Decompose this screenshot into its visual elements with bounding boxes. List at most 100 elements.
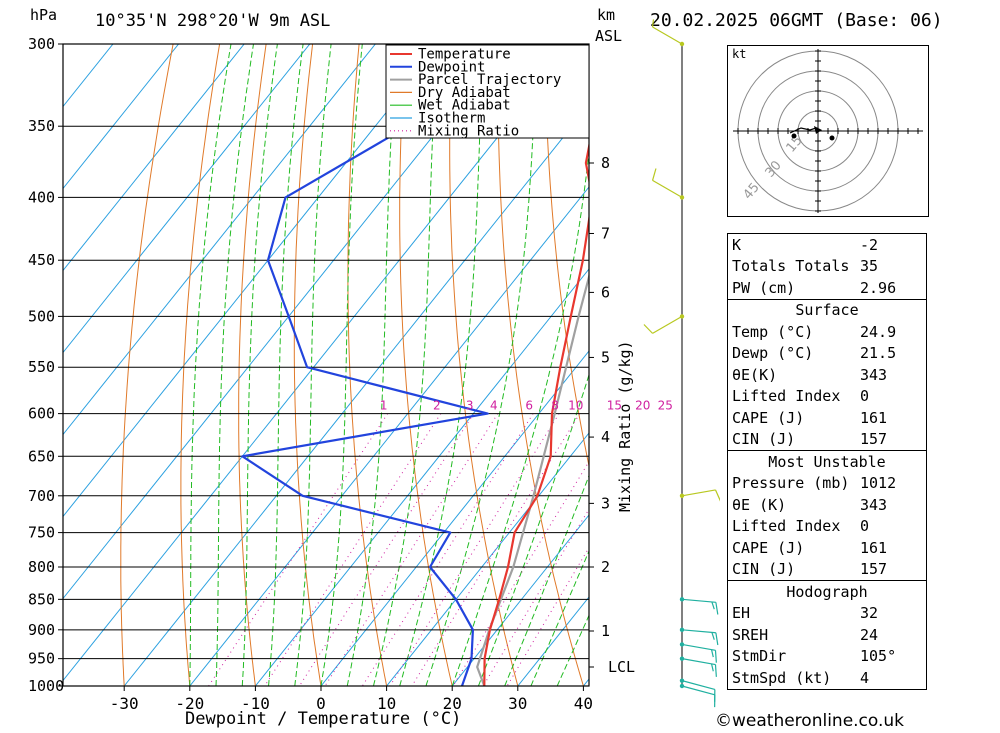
surface-row-label: Dewp (°C)	[732, 344, 814, 363]
wind-barb-shaft	[681, 629, 716, 634]
altitude-tick-label: 4	[601, 428, 610, 446]
pw-label: PW (cm)	[732, 278, 796, 297]
mixing-ratio-label: 3	[466, 399, 474, 413]
temperature-tick-label: 10	[377, 694, 396, 713]
legend-label: Isotherm	[418, 111, 485, 127]
isotherm-line	[63, 44, 573, 682]
isotherm-line	[386, 432, 589, 686]
pressure-tick-label: 1000	[28, 677, 64, 695]
dewpoint-line	[241, 44, 489, 686]
surface-row-label: θE(K)	[732, 365, 778, 384]
hodograph-trace	[789, 127, 817, 134]
surface-row-value: 343	[860, 365, 888, 384]
wind-barb-shaft	[652, 179, 683, 198]
isotherm-line	[63, 44, 311, 354]
pressure-tick-label: 600	[28, 405, 55, 423]
temperature-tick-label: -20	[175, 694, 204, 713]
pressure-tick-label: 800	[28, 558, 55, 576]
most-unstable-row-value: 161	[860, 538, 888, 557]
mixing-ratio-axis-title: Mixing Ratio (g/kg)	[616, 340, 634, 512]
wind-barb-shaft	[681, 680, 715, 691]
hodograph-row-value: 4	[860, 668, 870, 687]
altitude-tick-label: 2	[601, 558, 610, 576]
surface-row-value: 21.5	[860, 344, 897, 363]
wet-adiabat-line	[477, 373, 589, 686]
isotherm-line	[63, 44, 376, 436]
legend-label: Wet Adiabat	[418, 98, 511, 114]
surface-row-value: 24.9	[860, 322, 897, 341]
isotherm-line	[63, 44, 245, 272]
copyright-link[interactable]: ©weatheronline.co.uk	[715, 711, 905, 731]
legend-label: Dry Adiabat	[418, 85, 511, 101]
mixing-ratio-label: 25	[658, 399, 673, 413]
x-axis-title: Dewpoint / Temperature (°C)	[185, 709, 462, 729]
altitude-tick-label: LCL	[608, 658, 635, 676]
legend-label: Parcel Trajectory	[418, 72, 561, 88]
km-unit-label: km	[597, 6, 616, 24]
isotherm-line	[123, 104, 589, 686]
wind-barb-shaft	[681, 643, 716, 651]
wet-adiabat-line	[451, 147, 589, 686]
most-unstable-row-label: CIN (J)	[732, 560, 796, 579]
wet-adiabat-line	[425, 44, 538, 686]
wind-barb-flag	[710, 649, 714, 658]
k-index-label: K	[732, 235, 742, 254]
temperature-tick-label: 20	[443, 694, 462, 713]
totals-totals-label: Totals Totals	[732, 257, 850, 276]
altitude-tick-label: 5	[601, 348, 610, 366]
hodograph-row-label: StmSpd (kt)	[732, 668, 832, 687]
temperature-tick-label: 0	[316, 694, 326, 713]
dry-adiabat-line	[917, 44, 1000, 686]
altitude-tick-label: 3	[601, 494, 610, 512]
hodograph-unit: kt	[732, 47, 746, 61]
parcel-trajectory-line	[476, 272, 589, 686]
dry-adiabat-line	[180, 44, 221, 686]
asl-unit-label: ASL	[595, 27, 623, 45]
altitude-tick-label: 6	[601, 283, 610, 301]
hodograph-row-label: EH	[732, 604, 751, 623]
pw-value: 2.96	[860, 278, 897, 297]
pressure-tick-label: 550	[28, 358, 55, 376]
mixing-ratio-label: 8	[551, 399, 559, 413]
wind-barb-flag	[715, 632, 719, 646]
legend-label: Temperature	[418, 47, 511, 63]
dry-adiabat-line	[238, 44, 267, 686]
altitude-tick-label: 8	[601, 154, 610, 172]
isotherm-line	[320, 350, 589, 686]
hodograph-ring-label-45: 45	[741, 180, 763, 202]
wind-barb-column	[643, 19, 720, 708]
dry-adiabat-line	[449, 44, 519, 686]
isotherm-line	[451, 514, 589, 686]
temperature-tick-label: 30	[508, 694, 527, 713]
surface-row-label: Temp (°C)	[732, 322, 814, 341]
isotherm-line	[63, 44, 114, 108]
dry-adiabat-line	[120, 44, 174, 686]
hpa-unit-label: hPa	[30, 6, 58, 24]
temperature-tick-label: 40	[574, 694, 593, 713]
k-index-value: -2	[860, 235, 879, 254]
mixing-ratio-label: 15	[607, 399, 622, 413]
wind-barb-flag	[714, 489, 720, 502]
surface-row-label: CAPE (J)	[732, 408, 805, 427]
pressure-tick-label: 950	[28, 650, 55, 668]
wind-barb-flag	[715, 602, 719, 615]
pressure-tick-label: 500	[28, 307, 55, 325]
station-location: 10°35'N 298°20'W 9m ASL	[95, 11, 331, 31]
wind-barb-shaft	[652, 315, 683, 334]
wind-barb-shaft	[681, 489, 716, 497]
hodograph-storm-motion	[829, 135, 835, 141]
pressure-tick-label: 900	[28, 621, 55, 639]
wind-barb-flag	[710, 663, 714, 672]
temperature-line	[483, 141, 589, 686]
mixing-ratio-label: 10	[568, 399, 583, 413]
most-unstable-row-label: Pressure (mb)	[732, 474, 850, 493]
wind-barb-flag	[714, 664, 717, 677]
dry-adiabat-line	[964, 44, 1000, 686]
wet-adiabat-line	[294, 44, 332, 686]
mixing-ratio-label: 2	[433, 399, 441, 413]
most-unstable-row-value: 1012	[860, 474, 897, 493]
wet-adiabat-line	[215, 44, 254, 686]
most-unstable-row-label: CAPE (J)	[732, 538, 805, 557]
